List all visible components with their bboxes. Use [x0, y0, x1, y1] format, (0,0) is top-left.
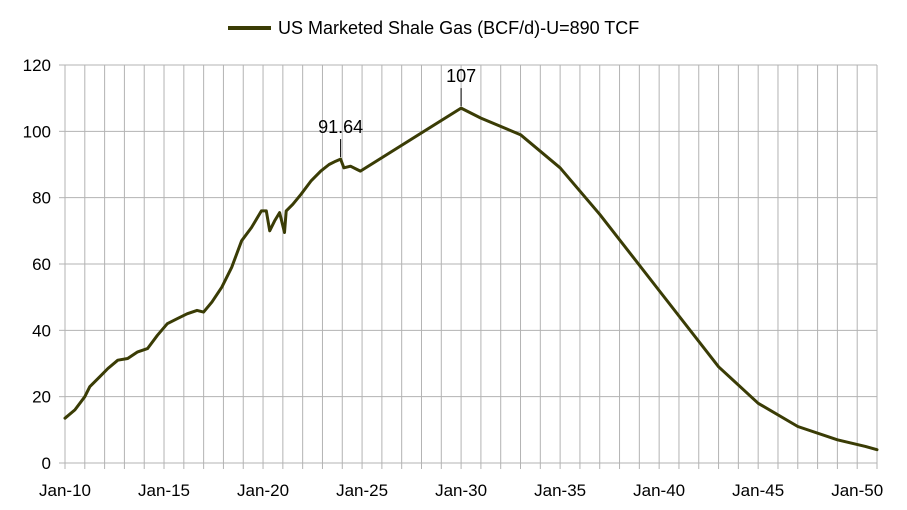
x-tick-label: Jan-25 [336, 481, 388, 500]
y-tick-label: 80 [32, 189, 51, 208]
x-tick-label: Jan-35 [534, 481, 586, 500]
annotation-label: 91.64 [318, 117, 363, 137]
y-tick-label: 120 [23, 56, 51, 75]
vertical-gridlines [64, 65, 878, 464]
x-tick-label: Jan-45 [732, 481, 784, 500]
series-layer [63, 106, 879, 452]
y-tick-label: 60 [32, 255, 51, 274]
x-tick-label: Jan-50 [831, 481, 883, 500]
legend-label: US Marketed Shale Gas (BCF/d)-U=890 TCF [278, 18, 639, 38]
x-tick-label: Jan-40 [633, 481, 685, 500]
x-tick-label: Jan-15 [138, 481, 190, 500]
legend: US Marketed Shale Gas (BCF/d)-U=890 TCF [228, 18, 639, 38]
x-tick-label: Jan-20 [237, 481, 289, 500]
annotation-label: 107 [446, 66, 476, 86]
x-tick-label: Jan-10 [39, 481, 91, 500]
x-axis-ticks: Jan-10 Jan-15 Jan-20 Jan-25 Jan-30 Jan-35 Jan-… [39, 463, 883, 500]
annotations-layer: 91.64 107 [318, 66, 476, 158]
y-axis-ticks: 0 20 40 60 80 100 120 [23, 56, 65, 473]
y-tick-label: 0 [42, 454, 51, 473]
x-tick-label: Jan-30 [435, 481, 487, 500]
horizontal-gridlines [65, 64, 877, 464]
y-tick-label: 40 [32, 321, 51, 340]
y-tick-label: 20 [32, 388, 51, 407]
y-tick-label: 100 [23, 122, 51, 141]
series-line [63, 106, 879, 452]
